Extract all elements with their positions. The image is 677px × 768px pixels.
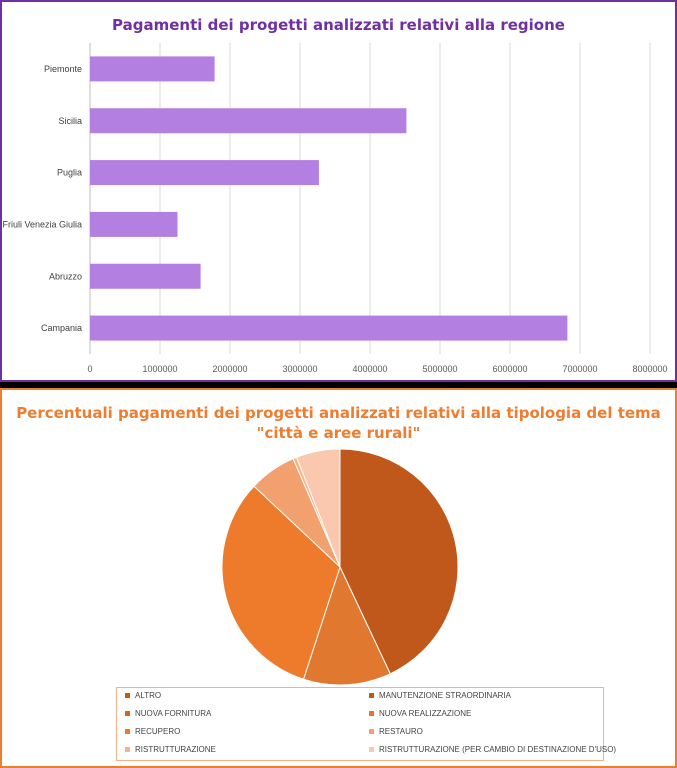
x-tick-label: 1000000 [142,364,177,374]
legend-label: RISTRUTTURAZIONE [135,745,216,754]
legend-item: ALTRO [125,691,161,700]
pie-chart-title-line2: "città e aree rurali" [256,424,421,442]
legend-item: NUOVA FORNITURA [125,709,211,718]
legend-label: RESTAURO [379,727,423,736]
legend-label: RISTRUTTURAZIONE (PER CAMBIO DI DESTINAZ… [379,745,617,754]
x-tick-label: 2000000 [212,364,247,374]
x-tick-label: 0 [87,364,92,374]
pie-chart-title-line1: Percentuali pagamenti dei progetti anali… [16,404,661,422]
legend-label: RECUPERO [135,727,181,736]
legend-item: RISTRUTTURAZIONE [125,745,216,754]
bar [90,211,178,237]
bar [90,108,407,134]
category-label: Piemonte [44,64,82,74]
legend-label: NUOVA FORNITURA [135,709,212,718]
legend-item: RESTAURO [369,727,423,736]
legend-label: MANUTENZIONE STRAORDINARIA [379,691,512,700]
x-tick-label: 8000000 [632,364,667,374]
pie-legend: ALTRO MANUTENZIONE STRAORDINARIA NUOVA FOR… [116,687,616,761]
legend-swatch [125,711,130,716]
bar [90,263,201,289]
bar-chart-title: Pagamenti dei progetti analizzati relati… [112,16,565,34]
legend-swatch [125,729,130,734]
x-tick-label: 4000000 [352,364,387,374]
bar [90,315,568,341]
pie-chart [221,448,459,686]
category-label: Campania [41,323,82,333]
x-tick-label: 3000000 [282,364,317,374]
legend-item: RECUPERO [125,727,180,736]
category-label: Friuli Venezia Giulia [2,219,82,229]
pie-slice [339,448,459,675]
bar [90,160,319,186]
legend-item: MANUTENZIONE STRAORDINARIA [369,691,511,700]
category-label: Sicilia [58,116,82,126]
legend-swatch [369,729,374,734]
legend-item: RISTRUTTURAZIONE (PER CAMBIO DI DESTINAZ… [369,745,616,754]
legend-item: NUOVA REALIZZAZIONE [369,709,471,718]
legend-swatch [369,711,374,716]
x-tick-label: 7000000 [562,364,597,374]
legend-swatch [369,693,374,698]
legend-swatch [125,693,130,698]
pie-chart-panel: Percentuali pagamenti dei progetti anali… [0,388,677,768]
pie-slice [295,448,341,568]
pie-slice [302,565,391,686]
category-label: Abruzzo [49,271,82,281]
pie-slice [221,485,341,680]
x-tick-label: 6000000 [492,364,527,374]
category-label: Puglia [57,168,82,178]
x-tick-label: 5000000 [422,364,457,374]
legend-label: NUOVA REALIZZAZIONE [379,709,472,718]
legend-swatch [369,747,374,752]
bar-chart-panel: Pagamenti dei progetti analizzati relati… [0,0,677,382]
legend-swatch [125,747,130,752]
bar-chart: 0 1000000 2000000 3000000 4000000 5000000 6000… [2,43,668,374]
bar [90,56,215,82]
legend-label: ALTRO [135,691,162,700]
